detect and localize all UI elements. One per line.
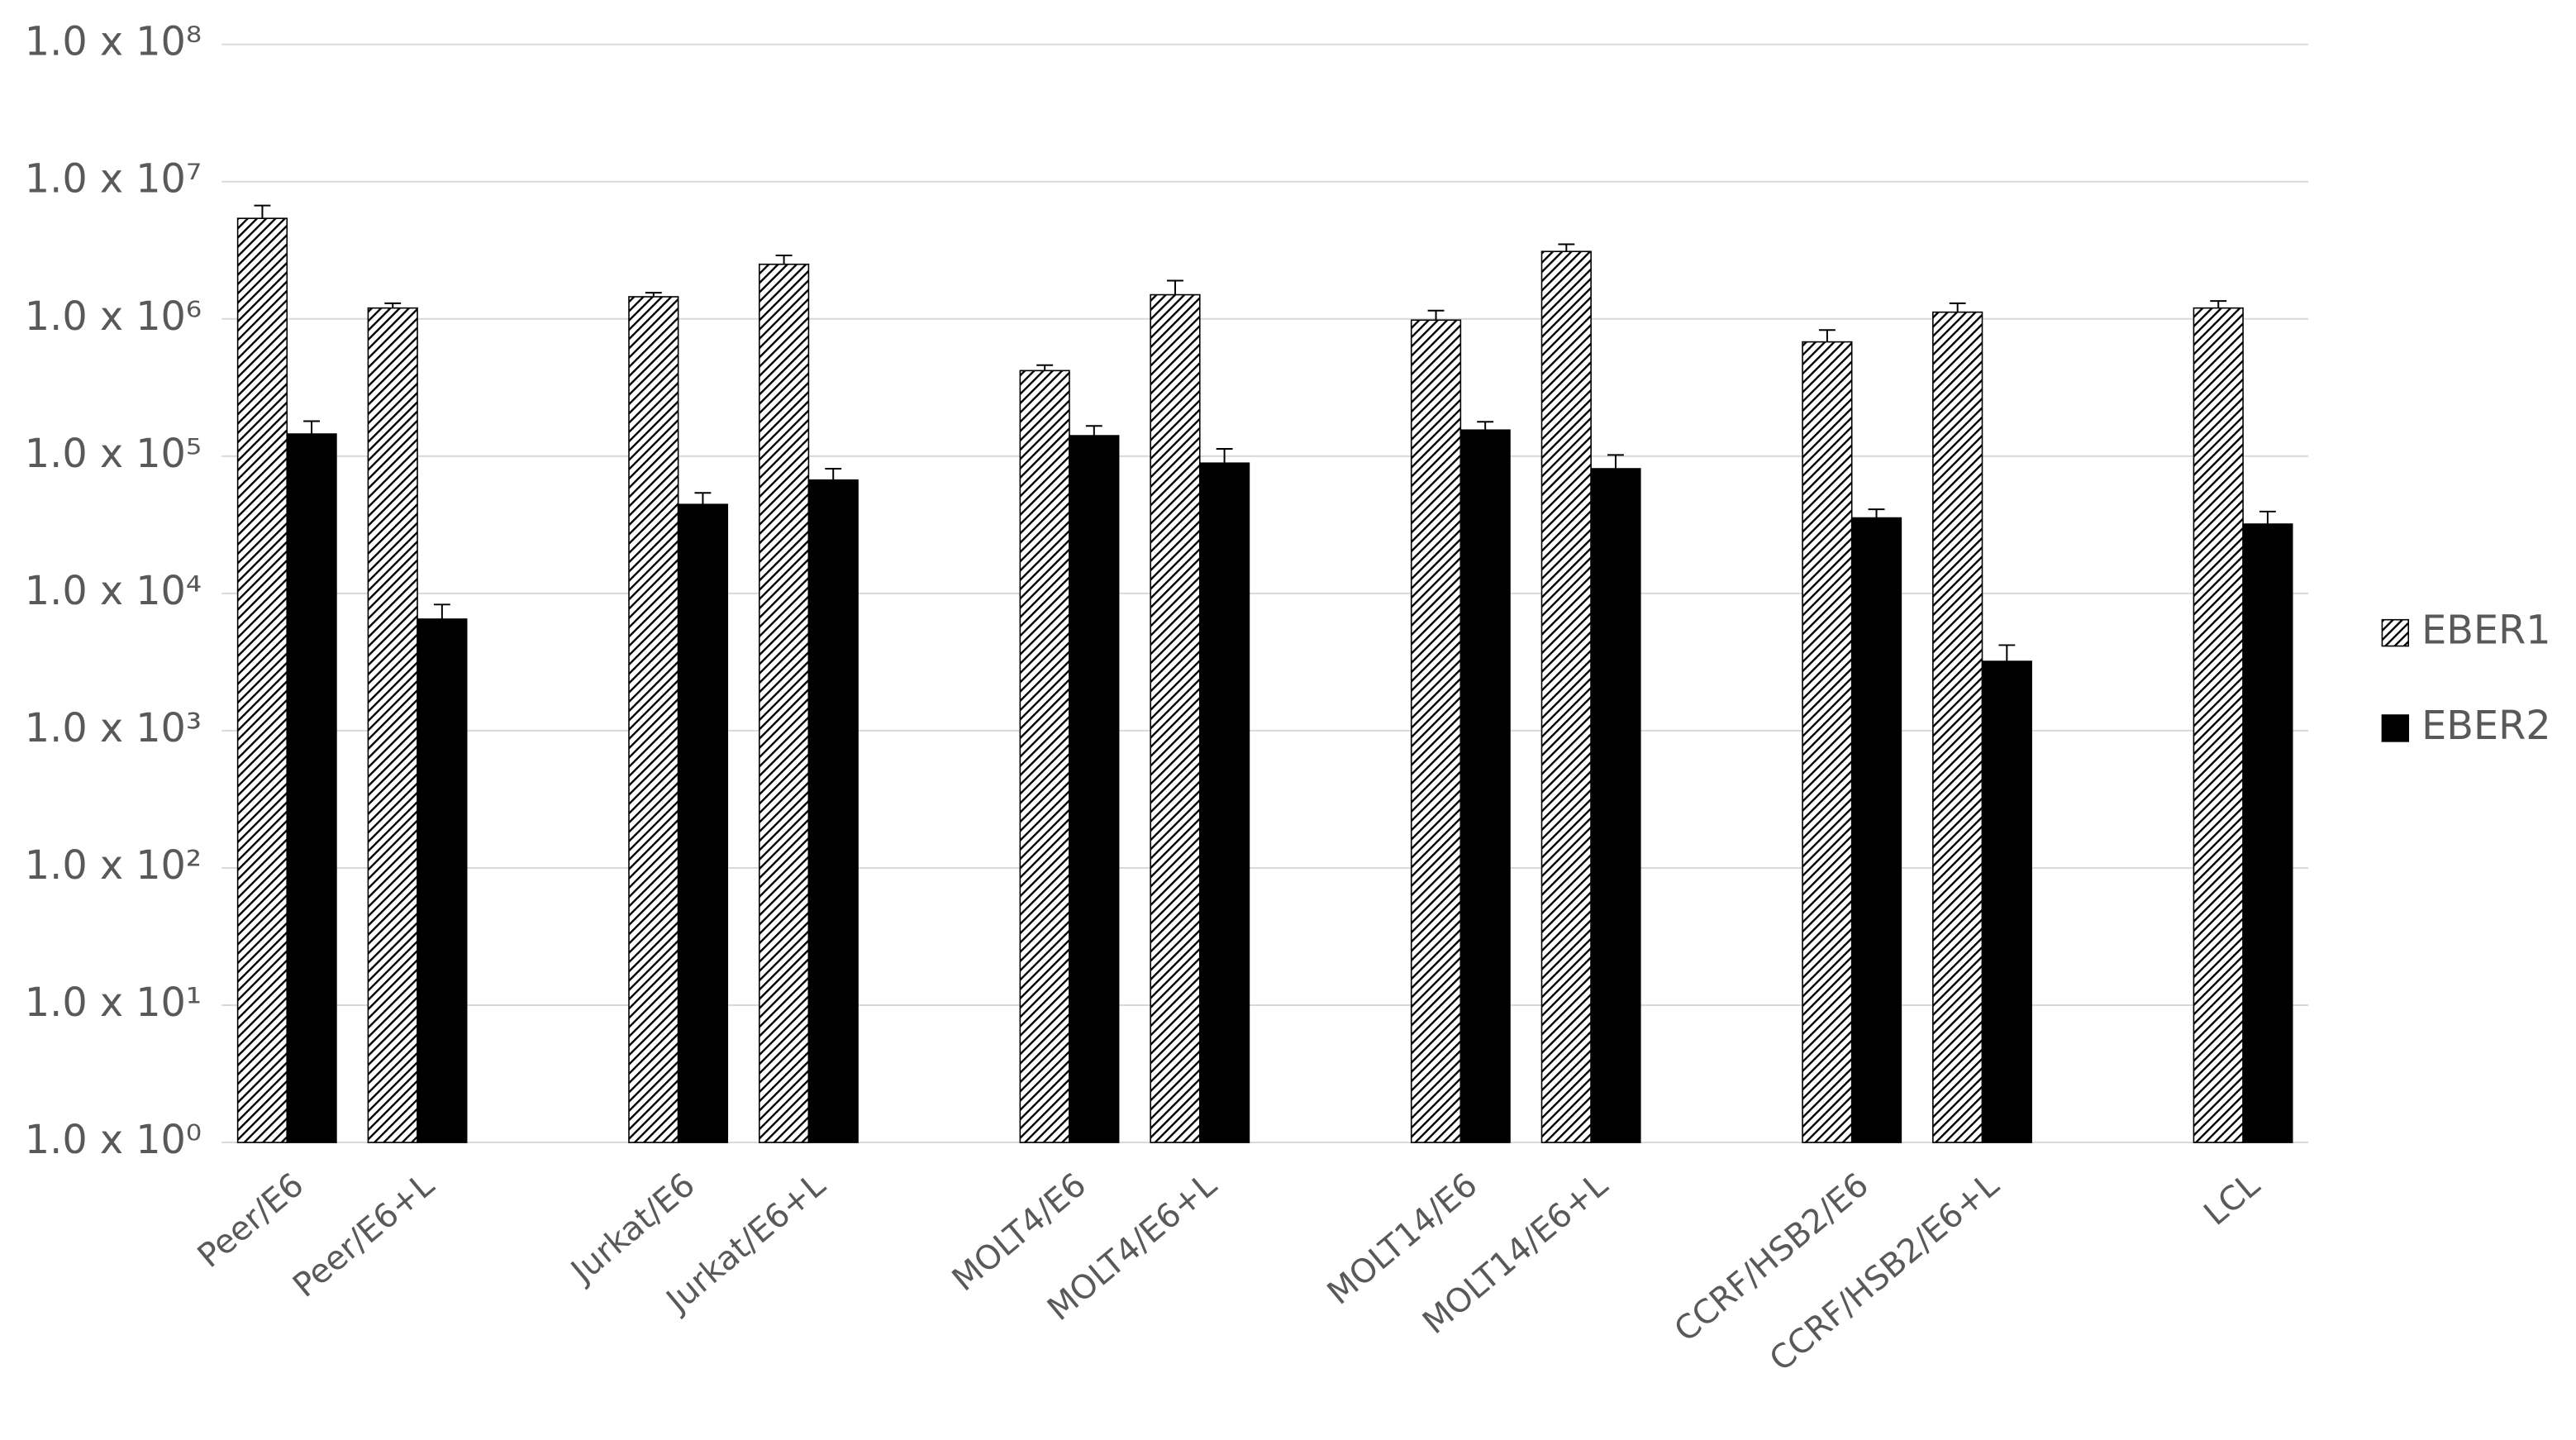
bar: [1198, 462, 1250, 1143]
x-tick-label: Peer/E6: [191, 1166, 312, 1275]
legend-label: EBER1: [2421, 608, 2550, 654]
y-tick-label: 1.0 x 10⁵: [25, 432, 202, 477]
legend-label: EBER2: [2421, 703, 2550, 749]
x-tick-label: LCL: [2197, 1166, 2267, 1233]
y-tick-label: 1.0 x 10⁷: [25, 157, 202, 203]
bar: [1802, 341, 1853, 1143]
bar: [2242, 523, 2293, 1143]
bar: [1540, 250, 1592, 1143]
y-tick-label: 1.0 x 10⁶: [25, 294, 202, 340]
bar: [807, 479, 859, 1143]
bar: [1019, 370, 1070, 1143]
bar: [1932, 311, 1983, 1143]
bar: [628, 296, 679, 1143]
bar: [1069, 435, 1120, 1143]
legend-swatch: [2381, 618, 2410, 647]
bar: [367, 307, 418, 1143]
bar: [1150, 293, 1201, 1143]
bar: [1981, 660, 2032, 1143]
legend-swatch: [2381, 714, 2410, 742]
bar: [1850, 517, 1902, 1143]
x-tick-label: CCRF/HSB2/E6+L: [1763, 1166, 2007, 1379]
bar: [1590, 468, 1641, 1143]
y-tick-label: 1.0 x 10⁴: [25, 569, 202, 614]
bar: [1459, 429, 1511, 1143]
x-tick-label: Peer/E6+L: [286, 1166, 441, 1304]
bar: [417, 618, 468, 1143]
bar: [1410, 319, 1462, 1143]
bar: [758, 263, 810, 1143]
bar: [677, 503, 729, 1143]
bar: [236, 217, 288, 1143]
y-tick-label: 1.0 x 10⁸: [25, 20, 202, 65]
y-tick-label: 1.0 x 10²: [25, 843, 202, 889]
bar: [286, 433, 337, 1143]
y-tick-label: 1.0 x 10¹: [25, 980, 202, 1026]
y-tick-label: 1.0 x 10⁰: [25, 1118, 202, 1163]
y-tick-label: 1.0 x 10³: [25, 706, 202, 751]
bar: [2193, 307, 2244, 1143]
